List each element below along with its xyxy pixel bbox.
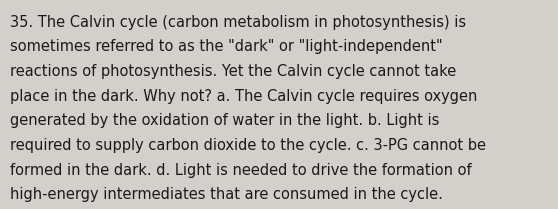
Text: 35. The Calvin cycle (carbon metabolism in photosynthesis) is: 35. The Calvin cycle (carbon metabolism … bbox=[10, 15, 466, 30]
Text: generated by the oxidation of water in the light. b. Light is: generated by the oxidation of water in t… bbox=[10, 113, 439, 128]
Text: formed in the dark. d. Light is needed to drive the formation of: formed in the dark. d. Light is needed t… bbox=[10, 163, 472, 178]
Text: place in the dark. Why not? a. The Calvin cycle requires oxygen: place in the dark. Why not? a. The Calvi… bbox=[10, 89, 478, 104]
Text: required to supply carbon dioxide to the cycle. c. 3-PG cannot be: required to supply carbon dioxide to the… bbox=[10, 138, 486, 153]
Text: reactions of photosynthesis. Yet the Calvin cycle cannot take: reactions of photosynthesis. Yet the Cal… bbox=[10, 64, 456, 79]
Text: high-energy intermediates that are consumed in the cycle.: high-energy intermediates that are consu… bbox=[10, 187, 443, 202]
Text: sometimes referred to as the "dark" or "light-independent": sometimes referred to as the "dark" or "… bbox=[10, 39, 442, 54]
